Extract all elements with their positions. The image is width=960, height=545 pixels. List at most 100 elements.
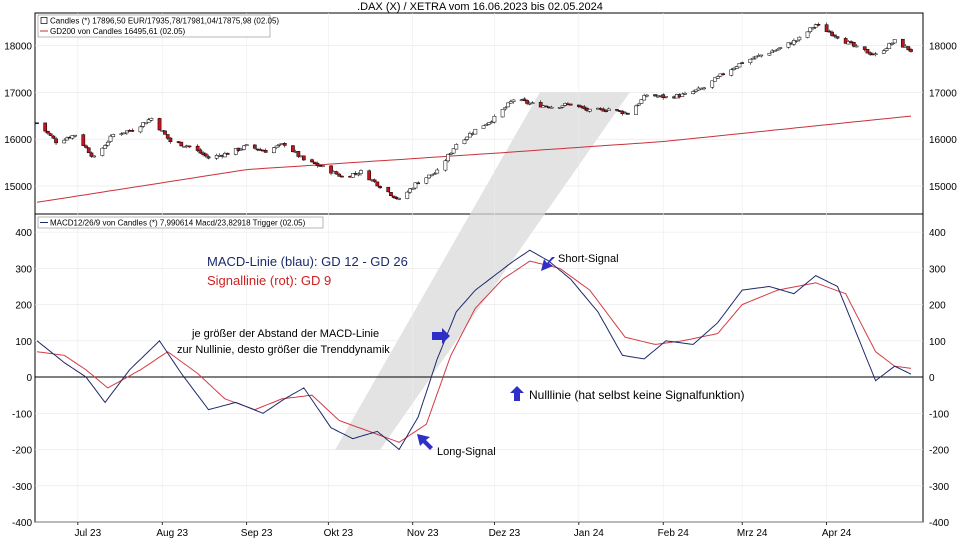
candle-body (149, 117, 154, 121)
candle-body (582, 106, 587, 110)
candle-body (122, 132, 126, 135)
candle-body (312, 161, 317, 165)
candle-body (103, 145, 107, 149)
candle-body (334, 171, 339, 175)
price-ytick-left: 17000 (4, 88, 32, 99)
candle-body (786, 42, 791, 48)
x-tick-label: Jan 24 (574, 528, 604, 539)
candle-body (223, 152, 227, 158)
candle-body (46, 130, 50, 134)
candle-body (105, 141, 110, 146)
candle-body (851, 41, 856, 47)
candle-body (805, 31, 810, 38)
candle-body (773, 50, 777, 52)
candle-body (767, 52, 772, 56)
candle-body (587, 108, 592, 112)
candle-body (604, 110, 608, 112)
x-tick-label: Sep 23 (241, 528, 273, 539)
candle-body (138, 126, 143, 133)
candle-body (62, 139, 67, 144)
trend-dynamics-annotation-2: zur Nullinie, desto größer die Trenddyna… (177, 344, 390, 356)
candle-body (835, 36, 840, 39)
macd-ytick-left: 100 (15, 337, 32, 348)
macd-ytick-left: -100 (12, 409, 32, 420)
candle-body (797, 36, 802, 41)
candle-body (862, 46, 867, 50)
macd-legend: MACD12/26/9 von Candles (*) 7,990614 Mac… (37, 216, 324, 229)
candle-body (568, 103, 573, 106)
x-tick-label: Okt 23 (324, 528, 354, 539)
gd200-line (36, 115, 912, 203)
candle-body (429, 174, 434, 177)
candle-body (881, 50, 886, 54)
price-ytick-left: 16000 (4, 135, 32, 146)
candle-body (827, 30, 832, 33)
candle-body (451, 148, 456, 154)
candle-body (813, 24, 818, 28)
trend-channel-highlight (335, 92, 630, 450)
candle-body (315, 162, 320, 167)
candle-body (427, 174, 431, 179)
price-ytick-left: 15000 (4, 182, 32, 193)
price-ytick-right: 15000 (929, 182, 957, 193)
candle-body (81, 134, 86, 146)
candle-body (48, 133, 53, 136)
candles-legend-text: Candles (*) 17896,50 EUR/17935,78/17981,… (50, 17, 279, 26)
candle-body (770, 50, 774, 53)
candle-body (792, 40, 796, 45)
candle-body (832, 34, 837, 37)
candle-body (655, 95, 660, 98)
candle-body (751, 57, 755, 60)
candle-body (645, 94, 649, 97)
candle-body (51, 135, 56, 139)
price-ytick-right: 18000 (929, 42, 957, 53)
candle-body (146, 119, 151, 123)
candle-body (291, 145, 295, 153)
short-signal-arrow-icon (541, 257, 555, 271)
candle-body (329, 165, 333, 174)
candle-body (424, 177, 429, 184)
macd-ytick-right: 400 (929, 228, 946, 239)
macd-ytick-left: -200 (12, 446, 32, 457)
candle-body (473, 128, 478, 135)
candle-body (465, 136, 470, 140)
x-tick-label: Jul 23 (74, 528, 101, 539)
candle-body (321, 165, 325, 167)
macd-ytick-left: 300 (15, 264, 32, 275)
candle-body (557, 107, 562, 109)
candle-body (157, 118, 162, 131)
candle-body (737, 62, 742, 68)
candle-body (119, 133, 124, 135)
candle-body (168, 137, 173, 143)
candle-body (794, 40, 799, 42)
candle-body (92, 155, 97, 158)
macd-ytick-right: -200 (929, 446, 949, 457)
macd-ytick-left: -400 (12, 518, 32, 529)
candle-body (391, 195, 396, 198)
candle-body (615, 109, 619, 111)
candle-body (560, 105, 565, 108)
candle-body (691, 91, 696, 94)
zero-line-arrow-icon (510, 386, 524, 401)
macd-ytick-left: 200 (15, 301, 32, 312)
trend-arrow-icon (432, 328, 450, 344)
macd-ytick-right: -400 (929, 518, 949, 529)
candle-body (500, 109, 505, 118)
candle-body (111, 134, 116, 137)
price-legend: Candles (*) 17896,50 EUR/17935,78/17981,… (37, 14, 279, 38)
x-tick-label: Feb 24 (658, 528, 690, 539)
candle-body (710, 80, 715, 88)
macd-ytick-right: 200 (929, 301, 946, 312)
x-tick-label: Apr 24 (822, 528, 852, 539)
candle-body (508, 101, 513, 104)
macd-layer (35, 249, 923, 451)
candle-body (405, 191, 410, 199)
long-signal-arrow-icon (417, 434, 433, 450)
candle-body (664, 96, 668, 98)
candle-body (282, 143, 287, 146)
candle-body (394, 196, 399, 200)
candle-body (525, 100, 529, 104)
candle-body (601, 108, 606, 112)
candle-body (449, 153, 453, 155)
axis-layer: 15000 15000 16000 16000 17000 17000 18000 18000… (4, 42, 957, 539)
